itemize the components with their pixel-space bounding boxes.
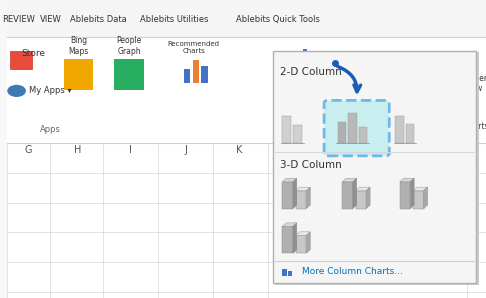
FancyBboxPatch shape	[413, 191, 424, 209]
Polygon shape	[306, 232, 310, 253]
Text: G: G	[25, 145, 33, 156]
FancyBboxPatch shape	[282, 269, 287, 276]
FancyBboxPatch shape	[400, 182, 410, 209]
FancyBboxPatch shape	[395, 116, 403, 143]
Text: VIEW: VIEW	[40, 15, 62, 24]
Polygon shape	[296, 187, 310, 191]
FancyBboxPatch shape	[202, 66, 208, 83]
Polygon shape	[400, 178, 414, 182]
Polygon shape	[293, 223, 297, 253]
Text: Store: Store	[21, 49, 45, 58]
Text: More Column Charts...: More Column Charts...	[302, 267, 402, 276]
Polygon shape	[282, 178, 297, 182]
FancyBboxPatch shape	[293, 125, 302, 143]
FancyBboxPatch shape	[296, 191, 306, 209]
FancyBboxPatch shape	[282, 182, 293, 209]
FancyBboxPatch shape	[184, 69, 191, 83]
FancyBboxPatch shape	[324, 100, 389, 156]
FancyBboxPatch shape	[359, 127, 367, 143]
Text: Ablebits Quick Tools: Ablebits Quick Tools	[236, 15, 320, 24]
Polygon shape	[410, 178, 414, 209]
FancyBboxPatch shape	[342, 182, 353, 209]
FancyBboxPatch shape	[7, 0, 486, 37]
Polygon shape	[282, 223, 297, 226]
FancyBboxPatch shape	[7, 0, 486, 143]
Text: Ablebits Utilities: Ablebits Utilities	[140, 15, 209, 24]
FancyBboxPatch shape	[64, 59, 93, 90]
Text: Recommended
Charts: Recommended Charts	[168, 41, 220, 54]
Text: J: J	[184, 145, 187, 156]
Text: Apps: Apps	[40, 125, 61, 134]
Text: I: I	[129, 145, 132, 156]
FancyBboxPatch shape	[308, 54, 312, 69]
Text: K: K	[236, 145, 243, 156]
FancyArrowPatch shape	[338, 66, 361, 92]
FancyBboxPatch shape	[282, 116, 291, 143]
FancyBboxPatch shape	[296, 235, 306, 253]
FancyBboxPatch shape	[356, 191, 366, 209]
Polygon shape	[366, 187, 370, 209]
FancyBboxPatch shape	[348, 113, 357, 143]
Text: 3-D Column: 3-D Column	[280, 160, 342, 170]
Text: REVIEW: REVIEW	[2, 15, 35, 24]
Polygon shape	[356, 187, 370, 191]
FancyBboxPatch shape	[303, 49, 307, 69]
FancyBboxPatch shape	[275, 52, 479, 285]
FancyBboxPatch shape	[297, 57, 301, 69]
Text: Bing
Maps: Bing Maps	[69, 36, 89, 56]
FancyBboxPatch shape	[337, 122, 346, 143]
Text: eports: eports	[465, 122, 486, 131]
FancyBboxPatch shape	[193, 60, 199, 83]
Polygon shape	[353, 178, 357, 209]
Text: Power
View: Power View	[465, 74, 486, 93]
Text: My Apps ▾: My Apps ▾	[29, 86, 71, 95]
Text: 2-D Column: 2-D Column	[280, 66, 342, 77]
Polygon shape	[306, 187, 310, 209]
Polygon shape	[293, 178, 297, 209]
Text: Ablebits Data: Ablebits Data	[69, 15, 126, 24]
FancyBboxPatch shape	[7, 143, 486, 298]
FancyBboxPatch shape	[114, 59, 143, 90]
Circle shape	[8, 86, 25, 96]
Text: People
Graph: People Graph	[117, 36, 142, 56]
Polygon shape	[424, 187, 428, 209]
Polygon shape	[413, 187, 428, 191]
Polygon shape	[342, 178, 357, 182]
FancyBboxPatch shape	[405, 124, 414, 143]
Polygon shape	[296, 232, 310, 235]
FancyBboxPatch shape	[10, 51, 33, 69]
Text: H: H	[74, 145, 81, 156]
FancyBboxPatch shape	[273, 51, 476, 283]
FancyBboxPatch shape	[288, 271, 293, 276]
FancyBboxPatch shape	[282, 226, 293, 253]
Text: N: N	[472, 145, 479, 156]
